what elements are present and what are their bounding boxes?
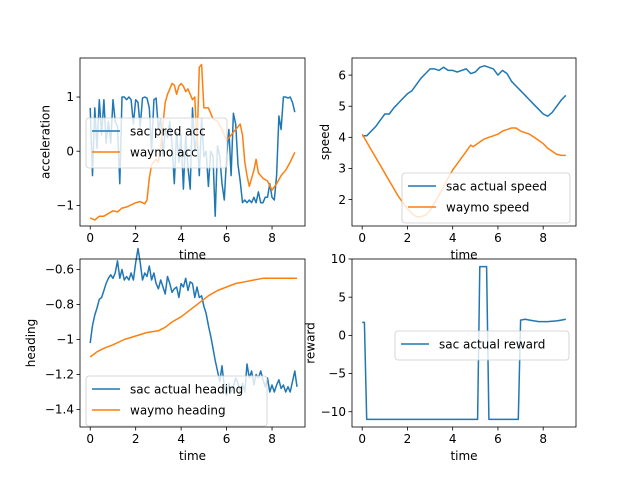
x-tick-label: 4 xyxy=(449,432,457,446)
series-line-waymo-speed xyxy=(361,127,566,218)
x-tick-label: 0 xyxy=(358,231,366,245)
legend-label: waymo speed xyxy=(446,201,529,215)
series-line-sac-actual-heading xyxy=(89,247,298,397)
series-line-waymo-heading xyxy=(89,277,297,358)
x-tick-label: 6 xyxy=(223,432,231,446)
y-tick-label: −5 xyxy=(328,367,346,381)
x-axis-label: time xyxy=(450,449,477,463)
legend-label: waymo acc xyxy=(130,146,198,160)
x-tick-label: 6 xyxy=(494,432,502,446)
x-tick-label: 4 xyxy=(177,231,185,245)
y-tick-label: 5 xyxy=(338,290,346,304)
series-line-sac-actual-reward xyxy=(362,265,566,421)
y-tick-label: 5 xyxy=(338,99,346,113)
legend-box xyxy=(394,330,570,361)
y-tick-label: 3 xyxy=(338,162,346,176)
legend-box xyxy=(401,172,571,224)
x-tick-label: 2 xyxy=(404,231,412,245)
x-tick-label: 2 xyxy=(404,432,412,446)
x-tick-label: 4 xyxy=(449,231,457,245)
x-tick-label: 8 xyxy=(268,432,276,446)
x-tick-label: 8 xyxy=(539,231,547,245)
y-axis-label: acceleration xyxy=(39,105,53,179)
x-tick-label: 8 xyxy=(268,231,276,245)
x-axis-label: time xyxy=(179,449,206,463)
subplot-acceleration: 0 2 4 6 8 −1 0 1 time acceleration sac pred acc way… xyxy=(39,57,306,262)
y-tick-label: −10 xyxy=(321,405,346,419)
y-tick-label: −0.6 xyxy=(45,263,74,277)
x-axis-label: time xyxy=(179,248,206,262)
y-tick-label: 6 xyxy=(338,68,346,82)
x-tick-label: 2 xyxy=(132,231,140,245)
y-tick-label: −1.2 xyxy=(45,368,74,382)
axes-frame xyxy=(79,57,306,227)
series-line-sac-pred-acc xyxy=(89,96,296,217)
x-tick-label: 0 xyxy=(86,432,94,446)
series-line-sac-actual-speed xyxy=(362,65,567,137)
y-axis-label: heading xyxy=(24,319,38,368)
legend-label: sac actual reward xyxy=(439,338,545,352)
legend-label: sac actual speed xyxy=(446,180,547,194)
y-tick-label: −1 xyxy=(56,333,74,347)
y-axis-label: reward xyxy=(303,322,317,364)
x-tick-label: 0 xyxy=(358,432,366,446)
x-axis-label: time xyxy=(450,248,477,262)
legend-label: sac pred acc xyxy=(130,125,206,139)
axes-frame xyxy=(351,258,577,428)
y-tick-label: 1 xyxy=(66,90,74,104)
y-tick-label: −1 xyxy=(56,199,74,213)
subplot-heading: 0 2 4 6 8 −1.4 −1.2 −1 −0.8 −0.6 time heading sac ac… xyxy=(24,247,306,463)
legend-label: waymo heading xyxy=(130,404,226,418)
x-tick-label: 8 xyxy=(539,432,547,446)
y-tick-label: 0 xyxy=(338,329,346,343)
legend-label: sac actual heading xyxy=(130,383,243,397)
axes-frame xyxy=(79,258,306,428)
series-line-waymo-acc xyxy=(89,63,296,221)
y-tick-label: −1.4 xyxy=(45,403,74,417)
y-tick-label: 4 xyxy=(338,131,346,145)
x-tick-label: 6 xyxy=(223,231,231,245)
x-tick-label: 4 xyxy=(177,432,185,446)
x-tick-label: 6 xyxy=(494,231,502,245)
y-tick-label: 0 xyxy=(66,144,74,158)
axes-frame xyxy=(351,57,577,227)
y-tick-label: 10 xyxy=(331,252,346,266)
legend-box xyxy=(85,117,228,169)
legend-box xyxy=(85,375,268,427)
y-tick-label: −0.8 xyxy=(45,298,74,312)
subplot-reward: 0 2 4 6 8 −10 −5 0 5 10 time reward sac actual rewar… xyxy=(303,252,577,463)
y-tick-label: 2 xyxy=(338,193,346,207)
x-tick-label: 0 xyxy=(86,231,94,245)
subplot-speed: 0 2 4 6 8 2 3 4 5 6 time speed sac actual speed waymo… xyxy=(318,57,577,262)
x-tick-label: 2 xyxy=(132,432,140,446)
y-axis-label: speed xyxy=(318,124,332,160)
